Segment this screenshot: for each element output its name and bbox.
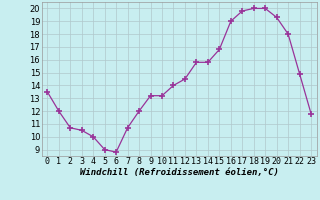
X-axis label: Windchill (Refroidissement éolien,°C): Windchill (Refroidissement éolien,°C): [80, 168, 279, 177]
